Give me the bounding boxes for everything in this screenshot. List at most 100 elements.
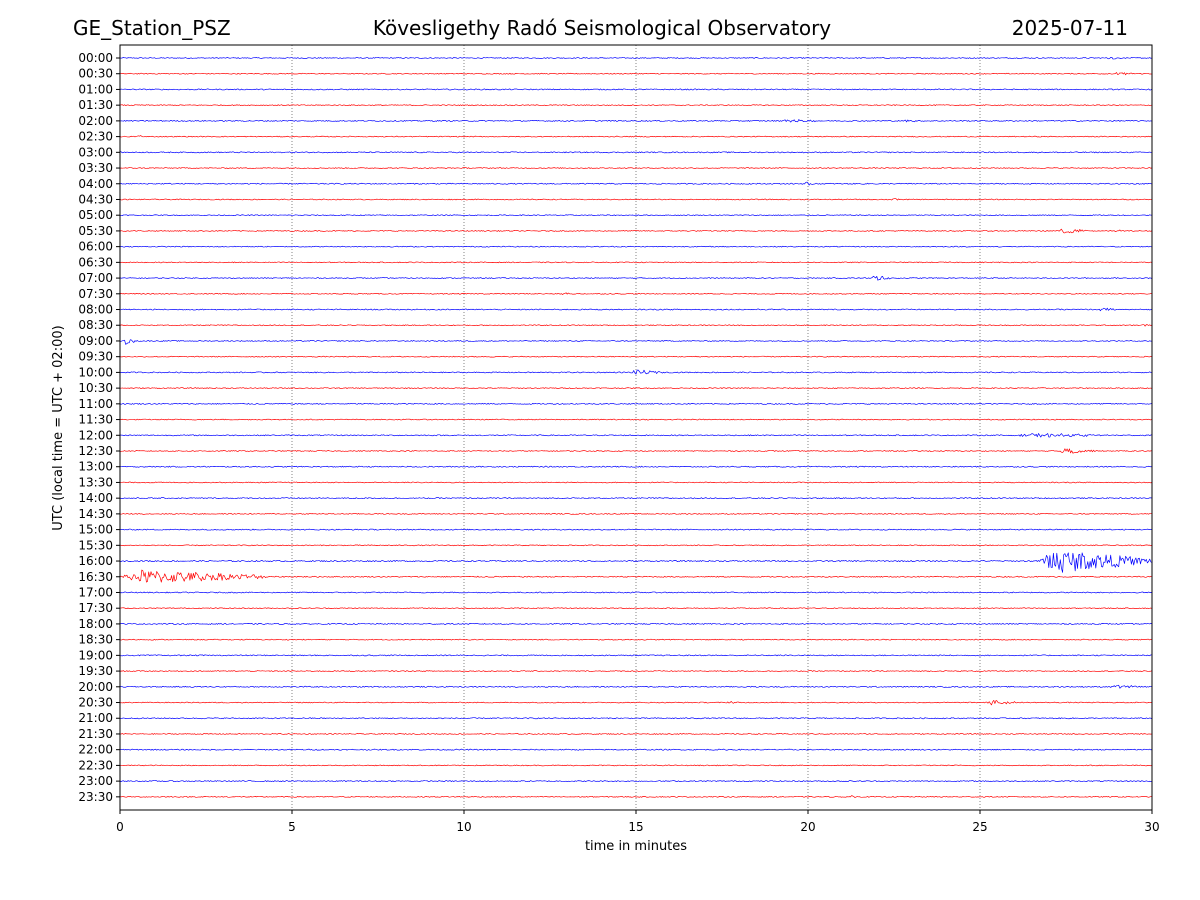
y-tick-label: 05:30 xyxy=(78,224,113,238)
trace-1100 xyxy=(119,402,1153,405)
trace-2300 xyxy=(119,780,1153,783)
x-tick-label: 10 xyxy=(456,820,471,834)
y-tick-label: 13:30 xyxy=(78,475,113,489)
trace-1730 xyxy=(119,607,1153,610)
y-tick-label: 16:30 xyxy=(78,570,113,584)
trace-0730 xyxy=(119,292,1153,295)
y-tick-label: 03:00 xyxy=(78,145,113,159)
x-axis-label: time in minutes xyxy=(585,839,687,854)
trace-1200 xyxy=(119,433,1153,438)
y-axis-label: UTC (local time = UTC + 02:00) xyxy=(51,325,66,530)
y-tick-label: 06:30 xyxy=(78,255,113,269)
y-tick-label: 14:30 xyxy=(78,507,113,521)
trace-0100 xyxy=(119,88,1153,91)
date-title: 2025-07-11 xyxy=(1012,16,1128,40)
trace-0600 xyxy=(119,245,1153,248)
trace-1400 xyxy=(119,497,1153,500)
trace-0130 xyxy=(119,104,1153,106)
y-tick-label: 05:00 xyxy=(78,208,113,222)
y-tick-label: 10:00 xyxy=(78,365,113,379)
y-tick-label: 14:00 xyxy=(78,491,113,505)
trace-0400 xyxy=(119,181,1153,186)
y-tick-label: 08:30 xyxy=(78,318,113,332)
trace-0200 xyxy=(119,119,1153,123)
x-tick-label: 15 xyxy=(628,820,643,834)
trace-0900 xyxy=(119,339,1153,345)
trace-1430 xyxy=(119,513,1153,515)
trace-0430 xyxy=(119,198,1153,201)
trace-1500 xyxy=(119,528,1153,531)
y-tick-label: 11:00 xyxy=(78,397,113,411)
trace-1230 xyxy=(119,448,1153,454)
trace-0300 xyxy=(119,151,1153,154)
y-tick-label: 20:00 xyxy=(78,680,113,694)
y-tick-label: 19:00 xyxy=(78,648,113,662)
trace-2000 xyxy=(119,684,1153,689)
y-tick-label: 22:30 xyxy=(78,758,113,772)
y-tick-label: 06:00 xyxy=(78,240,113,254)
trace-1000 xyxy=(119,369,1153,375)
y-tick-label: 22:00 xyxy=(78,743,113,757)
y-tick-label: 03:30 xyxy=(78,161,113,175)
trace-2330 xyxy=(119,795,1153,798)
y-tick-label: 15:00 xyxy=(78,523,113,537)
y-tick-label: 23:30 xyxy=(78,790,113,804)
x-tick-label: 0 xyxy=(116,820,124,834)
y-tick-label: 18:00 xyxy=(78,617,113,631)
y-tick-label: 12:30 xyxy=(78,444,113,458)
y-tick-label: 09:30 xyxy=(78,350,113,364)
trace-1700 xyxy=(119,591,1153,594)
trace-1030 xyxy=(119,387,1153,389)
y-tick-label: 19:30 xyxy=(78,664,113,678)
trace-2200 xyxy=(119,748,1153,751)
trace-0800 xyxy=(119,307,1153,312)
plot-frame xyxy=(119,44,1153,811)
trace-1830 xyxy=(119,638,1153,641)
y-tick-label: 12:00 xyxy=(78,428,113,442)
y-tick-label: 09:00 xyxy=(78,334,113,348)
seismic-traces xyxy=(119,57,1153,798)
x-tick-label: 20 xyxy=(800,820,815,834)
y-tick-label: 02:00 xyxy=(78,114,113,128)
y-tick-label: 21:00 xyxy=(78,711,113,725)
y-tick-label: 07:30 xyxy=(78,287,113,301)
y-tick-label: 00:00 xyxy=(78,51,113,65)
y-tick-label: 02:30 xyxy=(78,130,113,144)
y-tick-label: 13:00 xyxy=(78,460,113,474)
y-tick-label: 18:30 xyxy=(78,633,113,647)
y-tick-label: 21:30 xyxy=(78,727,113,741)
y-tick-label: 11:30 xyxy=(78,413,113,427)
x-tick-label: 5 xyxy=(288,820,296,834)
observatory-title: Kövesligethy Radó Seismological Observat… xyxy=(373,16,831,40)
trace-0500 xyxy=(119,214,1153,217)
y-tick-label: 00:30 xyxy=(78,67,113,81)
trace-0030 xyxy=(119,72,1153,76)
y-tick-label: 23:00 xyxy=(78,774,113,788)
trace-1530 xyxy=(119,544,1153,547)
trace-2130 xyxy=(119,733,1153,735)
trace-1600 xyxy=(119,552,1153,573)
y-tick-label: 04:00 xyxy=(78,177,113,191)
x-tick-labels: 0 5 10 15 20 25 30 xyxy=(116,810,1160,834)
trace-0830 xyxy=(119,324,1153,327)
y-tick-label: 17:30 xyxy=(78,601,113,615)
y-tick-label: 01:30 xyxy=(78,98,113,112)
y-tick-label: 08:00 xyxy=(78,303,113,317)
trace-1900 xyxy=(119,654,1153,657)
y-tick-label: 10:30 xyxy=(78,381,113,395)
trace-0530 xyxy=(119,228,1153,234)
trace-1330 xyxy=(119,481,1153,484)
x-tick-label: 25 xyxy=(972,820,987,834)
y-tick-label: 16:00 xyxy=(78,554,113,568)
trace-0000 xyxy=(119,57,1153,60)
y-tick-label: 07:00 xyxy=(78,271,113,285)
vertical-grid xyxy=(291,45,981,810)
y-tick-label: 20:30 xyxy=(78,696,113,710)
trace-0330 xyxy=(119,167,1153,169)
y-tick-label: 04:30 xyxy=(78,192,113,206)
trace-1300 xyxy=(119,465,1153,468)
trace-2230 xyxy=(119,764,1153,767)
trace-2030 xyxy=(119,699,1153,706)
